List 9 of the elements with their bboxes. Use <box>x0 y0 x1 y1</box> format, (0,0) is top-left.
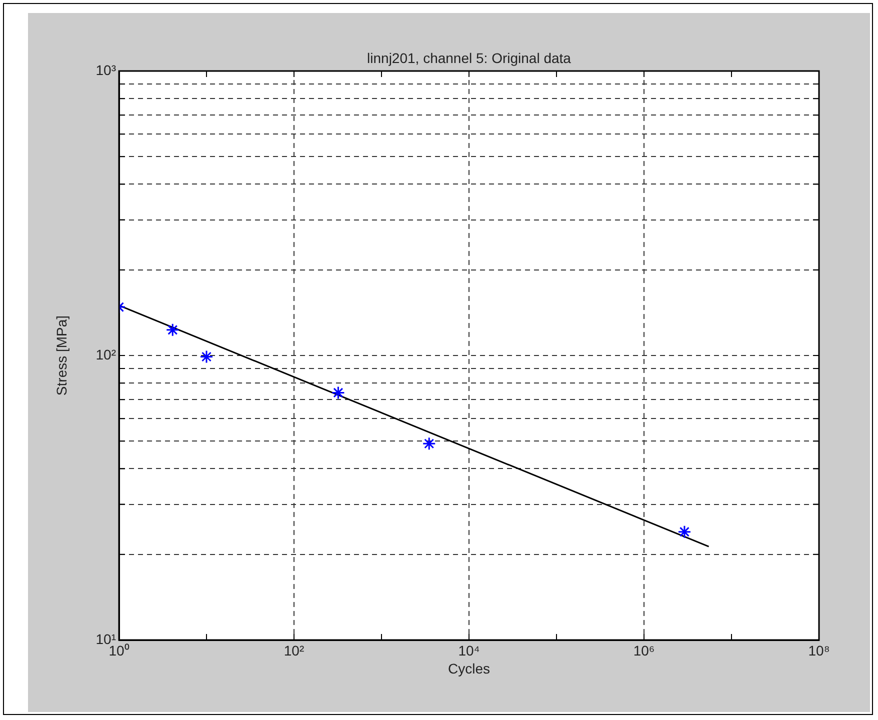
x-tick-label: 10⁶ <box>633 642 655 658</box>
y-axis-title: Stress [MPa] <box>53 315 70 396</box>
x-axis-title: Cycles <box>448 660 490 676</box>
x-tick-label: 10⁸ <box>808 642 830 658</box>
y-tick-label: 10³ <box>96 62 116 78</box>
chart-title: linnj201, channel 5: Original data <box>366 50 572 66</box>
y-tick-label: 10² <box>96 346 116 362</box>
x-tick-label: 10⁴ <box>458 642 480 658</box>
x-tick-label: 10² <box>284 642 304 658</box>
